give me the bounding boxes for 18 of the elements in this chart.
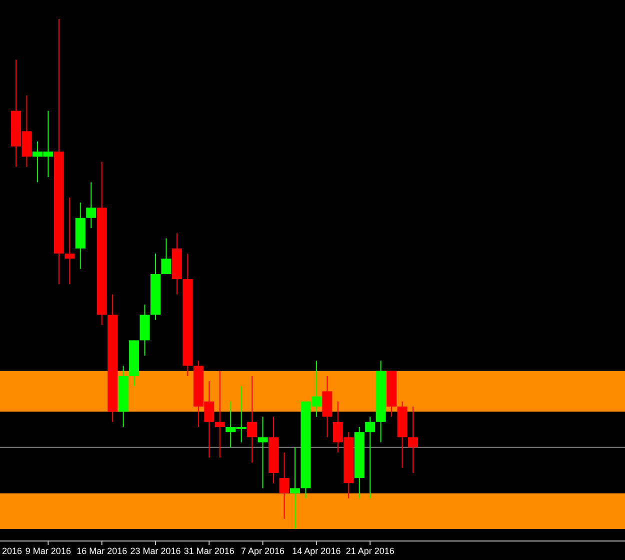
candlestick [247, 376, 258, 464]
candlestick [408, 406, 418, 474]
x-tick-label: 16 Mar 2016 [76, 546, 128, 556]
x-tick-label: 9 Mar 2016 [25, 546, 71, 556]
x-tick-label: 31 Mar 2016 [184, 546, 234, 556]
candlestick [214, 370, 225, 458]
x-tick-label: 7 Apr 2016 [241, 546, 285, 556]
x-tick-label: 14 Apr 2016 [292, 546, 341, 556]
x-tick-label: 21 Apr 2016 [346, 546, 394, 556]
candlestick [290, 446, 300, 530]
candlestick [86, 182, 96, 229]
candlestick [258, 416, 268, 489]
candlestick [279, 452, 290, 520]
x-tick-label: 23 Mar 2016 [130, 546, 181, 556]
candlestick [64, 197, 75, 285]
candlestick [365, 416, 376, 499]
candlestick [161, 238, 172, 274]
text: 2016 [2, 546, 22, 556]
